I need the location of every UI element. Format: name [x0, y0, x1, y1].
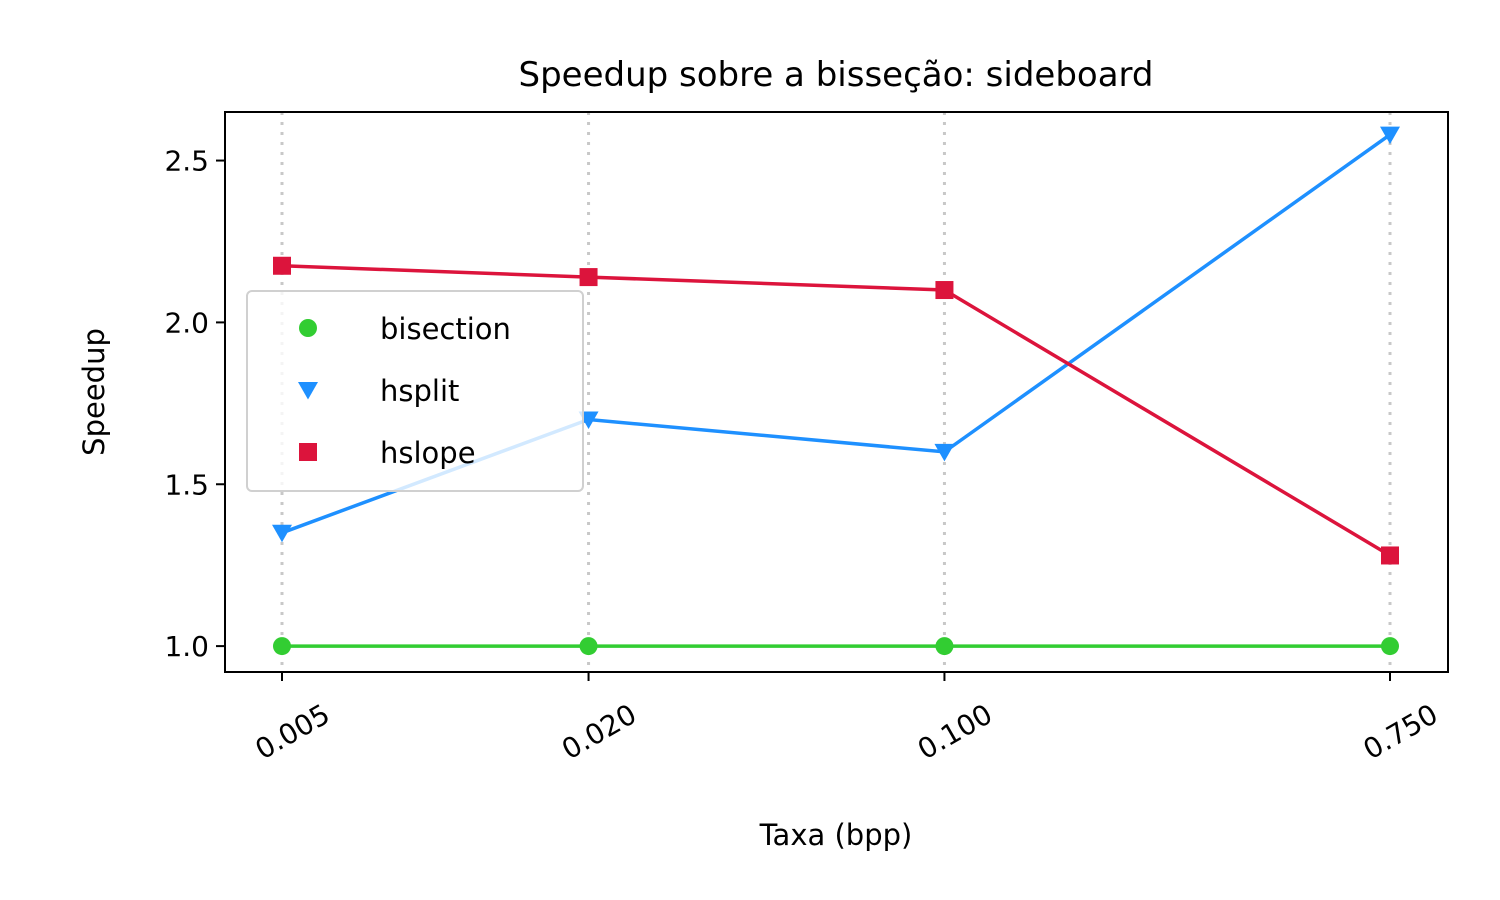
legend-label-hslope: hslope — [380, 436, 476, 470]
data-point-bisection — [935, 637, 954, 656]
y-axis-label: Speedup — [77, 328, 111, 456]
legend-label-hsplit: hsplit — [380, 374, 459, 408]
x-tick-label: 0.100 — [912, 697, 998, 766]
data-point-bisection — [273, 637, 291, 656]
y-tick-label: 1.0 — [164, 630, 209, 663]
legend-label-bisection: bisection — [380, 312, 511, 346]
y-tick-label: 1.5 — [164, 468, 209, 501]
data-point-hsplit — [1380, 126, 1400, 145]
plot-frame — [224, 111, 1449, 673]
data-point-hsplit — [272, 524, 292, 543]
series-line-hslope — [281, 264, 1391, 557]
data-point-hslope — [1381, 546, 1399, 565]
x-axis: 0.005 0.020 0.100 0.750 — [250, 672, 1444, 766]
data-point-hslope — [273, 256, 291, 275]
data-point-hslope — [935, 281, 954, 300]
x-tick-label: 0.750 — [1358, 697, 1444, 766]
chart-title: Speedup sobre a bisseção: sideboard — [518, 55, 1153, 95]
x-axis-label: Taxa (bpp) — [759, 818, 913, 852]
y-tick-label: 2.5 — [164, 145, 209, 178]
legend: bisection hsplit hslope — [246, 290, 584, 492]
x-tick-label: 0.020 — [556, 697, 642, 766]
legend-marker-hslope — [299, 443, 317, 461]
y-axis: 1.0 1.5 2.0 2.5 — [164, 145, 225, 663]
data-point-hsplit — [934, 443, 955, 462]
data-point-hslope — [579, 268, 598, 287]
legend-marker-hsplit — [298, 382, 318, 400]
y-tick-label: 2.0 — [164, 306, 209, 339]
legend-box — [246, 290, 584, 492]
x-tick-label: 0.005 — [250, 697, 336, 766]
data-point-bisection — [579, 637, 598, 656]
data-point-bisection — [1381, 637, 1399, 656]
legend-marker-bisection — [299, 319, 317, 337]
